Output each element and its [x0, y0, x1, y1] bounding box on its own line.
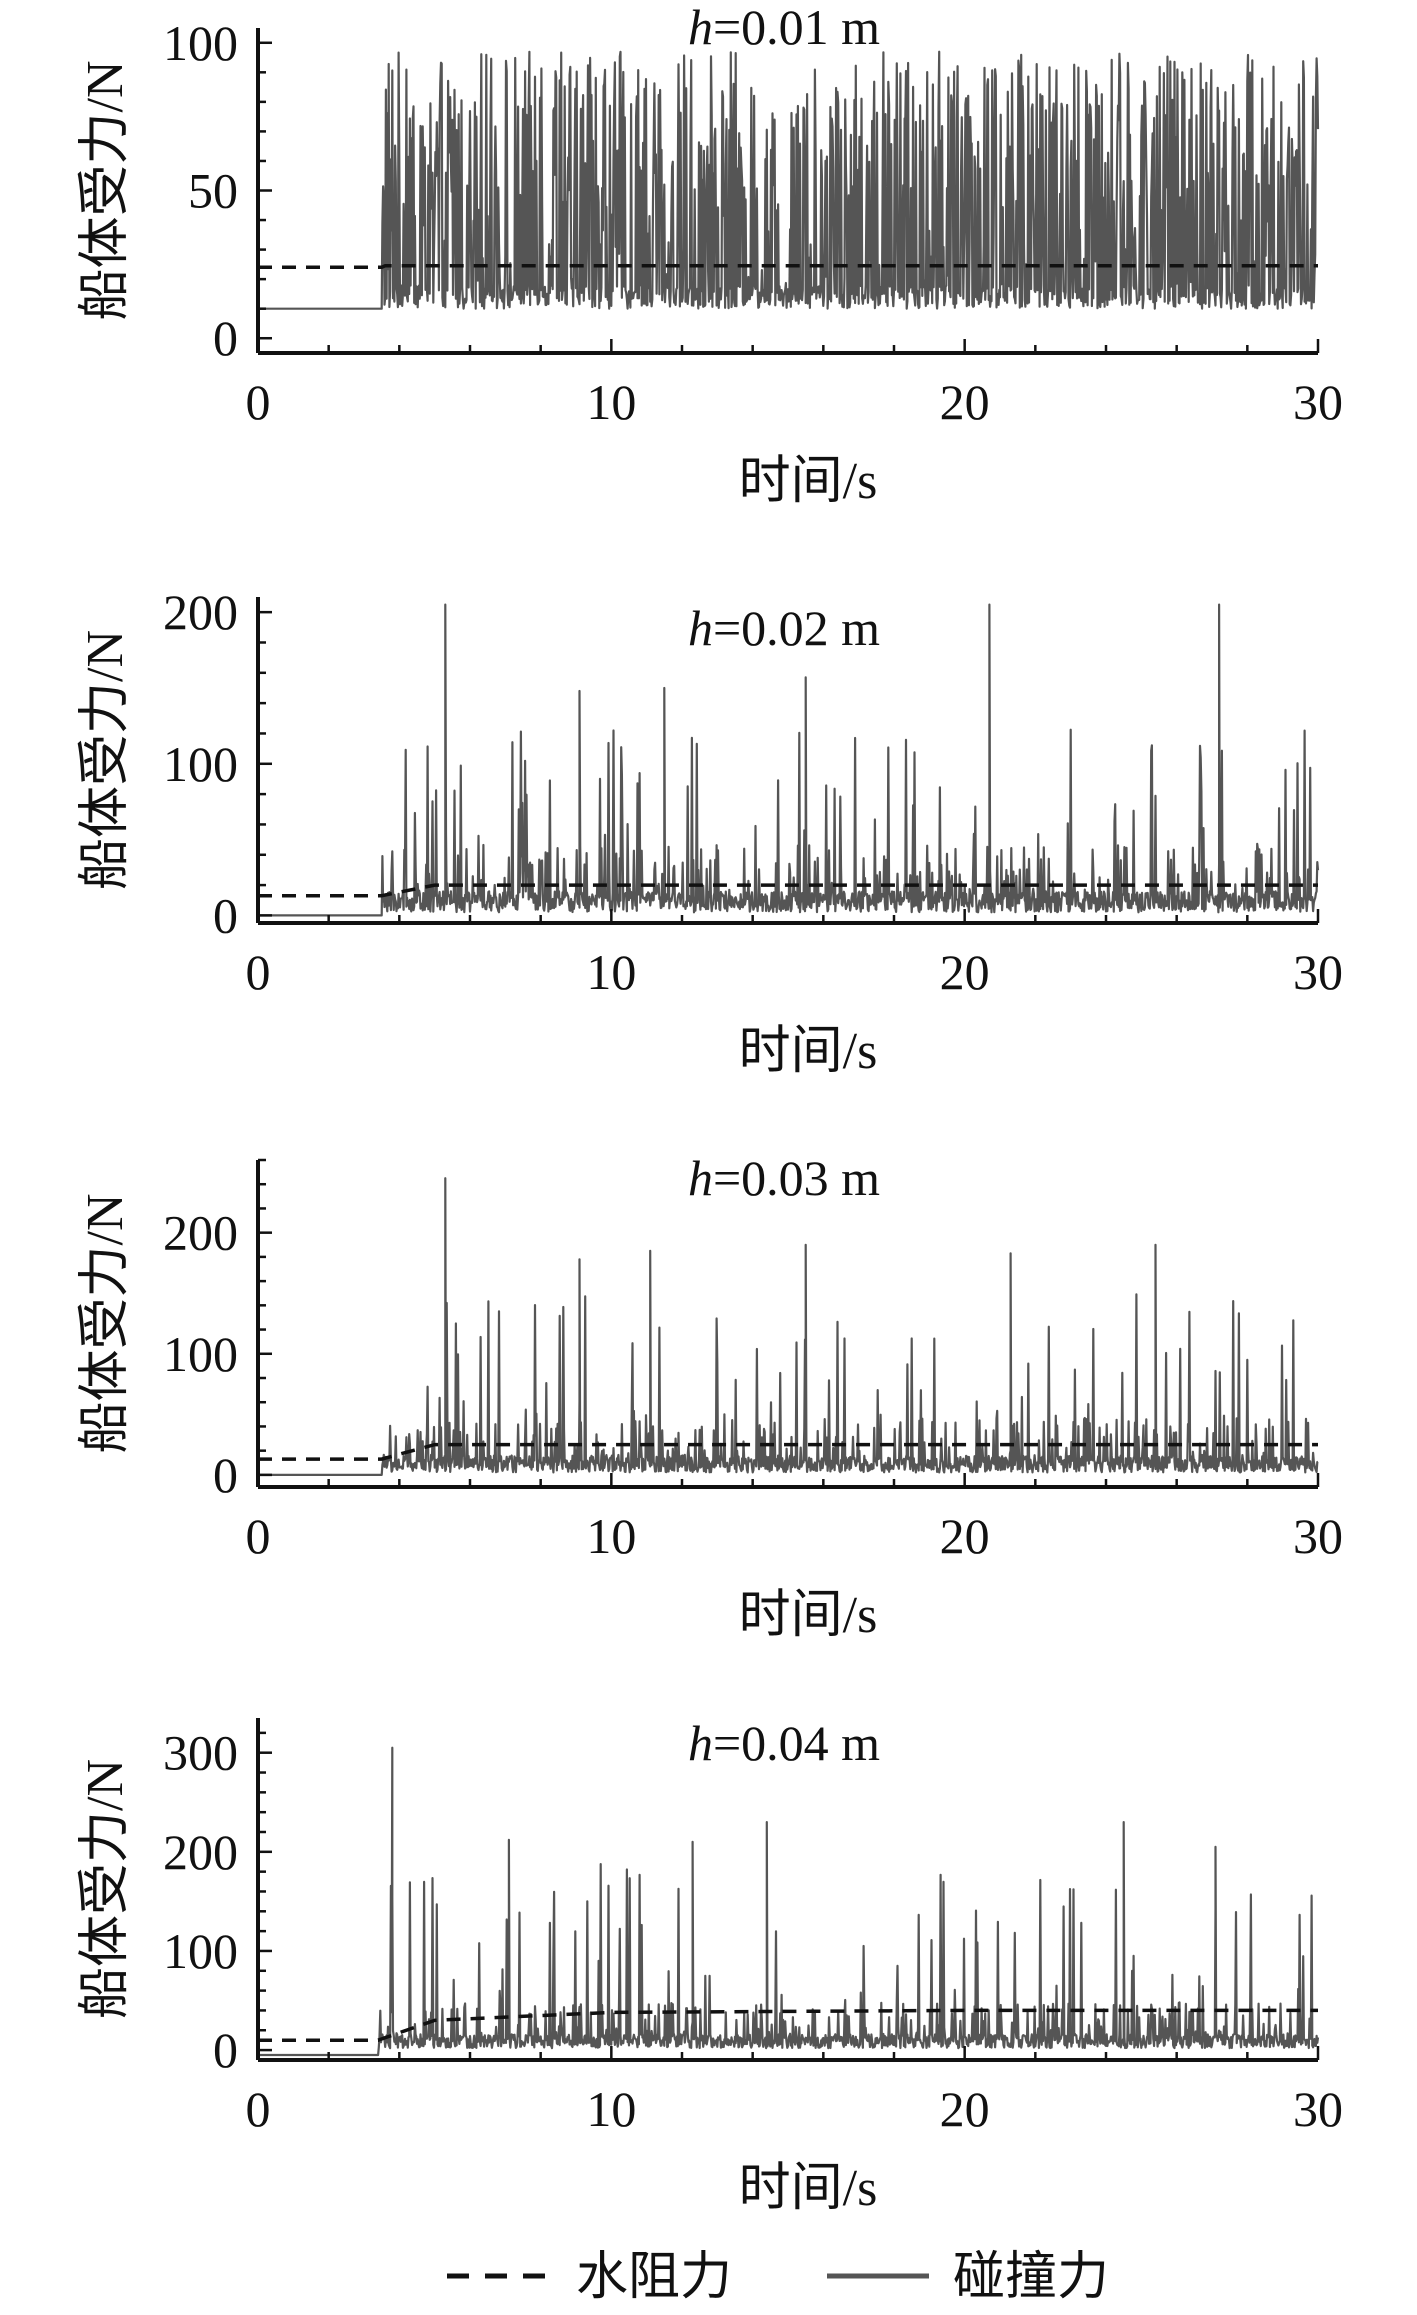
x-tick-label: 20: [940, 944, 990, 1000]
y-axis-title: 船体受力/N: [77, 630, 134, 890]
x-tick-label: 30: [1293, 1508, 1343, 1564]
y-tick-label: 100: [163, 1923, 238, 1979]
x-tick-label: 30: [1293, 944, 1343, 1000]
panel-title-value: =0.04 m: [713, 1715, 880, 1771]
collision-force-line-4: [258, 1746, 1320, 2057]
panel-title: h=0.04 m: [688, 1715, 880, 1771]
y-tick-label: 0: [213, 887, 238, 943]
x-tick-label: 0: [246, 1508, 271, 1564]
x-tick-label: 0: [246, 944, 271, 1000]
x-axis-title: 时间/s: [739, 1587, 878, 1644]
water-drag-line-4: [258, 2008, 1318, 2042]
x-axis-title: 时间/s: [739, 2160, 878, 2217]
x-axis-title: 时间/s: [739, 1023, 878, 1080]
x-tick-label: 10: [586, 2081, 636, 2137]
collision-force-line-1: [258, 50, 1320, 310]
x-axis-title: 时间/s: [739, 453, 878, 510]
x-tick-label: 20: [940, 2081, 990, 2137]
water-drag-line-1: [258, 264, 1318, 270]
y-tick-label: 200: [163, 1205, 238, 1261]
y-tick-label: 0: [213, 1447, 238, 1503]
chart-panel-2: 0 10 20 30 0 100 200 时间/s 船体受力/N h=0.02 m: [77, 584, 1343, 1080]
y-tick-label: 300: [163, 1725, 238, 1781]
chart-panel-1: 0 10 20 30 0 50 100 时间/s 船体受力/N h=0.01 m: [77, 0, 1343, 510]
y-tick-label: 100: [163, 15, 238, 71]
legend-drag-label: 水阻力: [576, 2249, 732, 2306]
x-tick-label: 0: [246, 374, 271, 430]
y-axis-title: 船体受力/N: [77, 1759, 134, 2019]
y-axis-title: 船体受力/N: [77, 60, 134, 320]
y-tick-label: 50: [188, 163, 238, 219]
panel-title-variable: h: [688, 1150, 713, 1206]
legend: 水阻力 碰撞力: [447, 2249, 1109, 2306]
x-tick-label: 20: [940, 374, 990, 430]
panel-title-variable: h: [688, 0, 713, 55]
panel-title: h=0.03 m: [688, 1150, 880, 1206]
x-tick-label: 30: [1293, 2081, 1343, 2137]
y-tick-label: 200: [163, 584, 238, 640]
x-tick-label: 0: [246, 2081, 271, 2137]
panel-title-variable: h: [688, 600, 713, 656]
water-drag-line-2: [258, 883, 1318, 898]
panel-title: h=0.02 m: [688, 600, 880, 656]
panel-title-value: =0.03 m: [713, 1150, 880, 1206]
x-tick-label: 30: [1293, 374, 1343, 430]
collision-force-line-2: [258, 603, 1320, 917]
panel-title-value: =0.01 m: [713, 0, 880, 55]
chart-panel-3: 0 10 20 30 0 100 200 时间/s 船体受力/N h=0.03 m: [77, 1150, 1343, 1644]
collision-force-line-3: [258, 1177, 1319, 1476]
x-tick-label: 10: [586, 374, 636, 430]
y-tick-label: 200: [163, 1824, 238, 1880]
legend-collision-label: 碰撞力: [953, 2249, 1109, 2306]
panel-title-variable: h: [688, 1715, 713, 1771]
y-tick-label: 100: [163, 1326, 238, 1382]
y-tick-label: 100: [163, 736, 238, 792]
x-tick-label: 10: [586, 1508, 636, 1564]
panel-title-value: =0.02 m: [713, 600, 880, 656]
panel-title: h=0.01 m: [688, 0, 880, 55]
y-axis-title: 船体受力/N: [77, 1193, 134, 1453]
water-drag-line-3: [258, 1442, 1318, 1461]
y-tick-label: 0: [213, 2022, 238, 2078]
x-tick-label: 10: [586, 944, 636, 1000]
x-tick-label: 20: [940, 1508, 990, 1564]
y-tick-label: 0: [213, 310, 238, 366]
